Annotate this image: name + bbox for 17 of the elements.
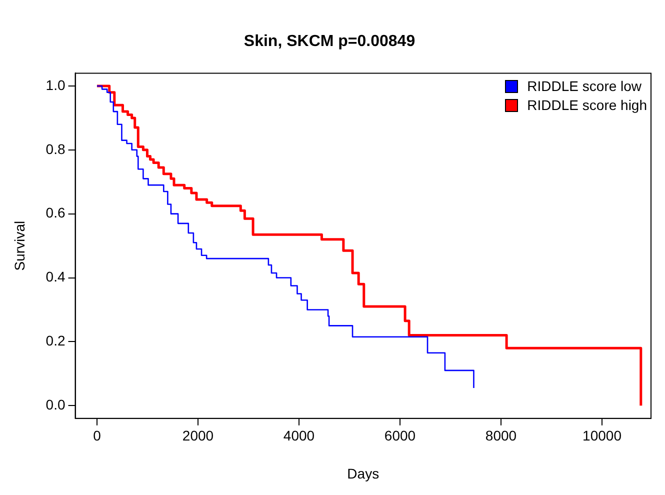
x-tick-label: 6000 (384, 428, 416, 444)
y-tick-label: 0.6 (46, 204, 66, 221)
legend-label: RIDDLE score low (527, 77, 642, 96)
x-tick-label: 10000 (582, 428, 622, 444)
legend-label: RIDDLE score high (527, 96, 647, 116)
y-tick-label: 0.8 (46, 140, 66, 157)
y-axis-title: Survival (11, 220, 28, 271)
y-tick-label: 0.2 (46, 332, 66, 349)
x-tick-label: 8000 (485, 428, 517, 444)
y-tick-label: 1.0 (46, 76, 66, 93)
chart-title: Skin, SKCM p=0.00849 (244, 33, 416, 50)
y-tick-label: 0.0 (46, 396, 66, 412)
x-tick-label: 0 (93, 428, 102, 444)
x-tick-label: 4000 (283, 428, 315, 444)
x-tick-label: 2000 (182, 428, 214, 444)
y-tick-label: 0.4 (46, 268, 66, 285)
x-axis-title: Days (347, 465, 380, 482)
